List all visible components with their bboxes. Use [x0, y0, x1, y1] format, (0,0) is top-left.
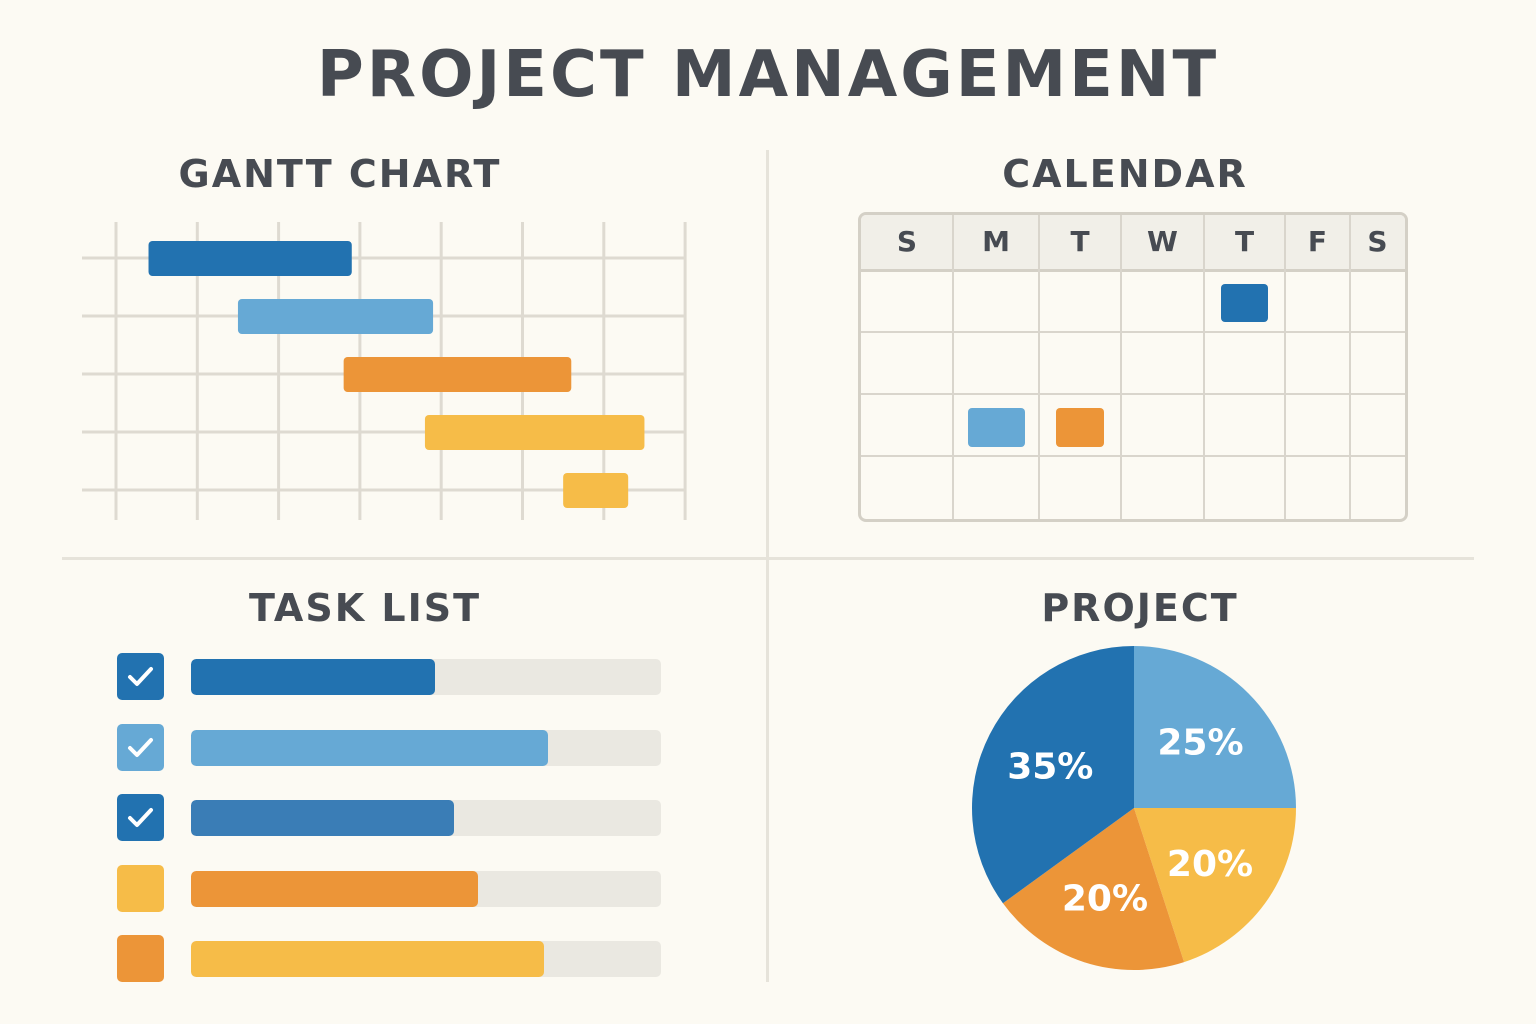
task-progress-bar	[191, 871, 478, 907]
calendar-column-line	[952, 215, 954, 519]
gantt-task-bar[interactable]	[343, 357, 572, 392]
task-progress-bar	[191, 800, 455, 836]
pie-chart-title: PROJECT	[1041, 586, 1239, 630]
gantt-grid	[82, 222, 687, 520]
task-checkbox[interactable]	[117, 653, 164, 700]
calendar-title: CALENDAR	[1002, 152, 1248, 196]
calendar-day-header: F	[1307, 225, 1328, 258]
calendar-row-line	[861, 455, 1405, 457]
task-checkbox[interactable]	[117, 865, 164, 912]
checkmark-icon	[128, 808, 153, 827]
calendar-day-header: S	[1367, 225, 1388, 258]
calendar-day-header: M	[982, 225, 1010, 258]
task-row	[117, 865, 662, 913]
task-row	[117, 724, 662, 772]
gantt-task-bar[interactable]	[563, 473, 629, 508]
calendar-event[interactable]	[1221, 284, 1268, 322]
pie-slice	[1134, 646, 1296, 808]
calendar-day-header: T	[1234, 225, 1255, 258]
pie-slice-label: 20%	[1167, 844, 1253, 885]
page-title: PROJECT MANAGEMENT	[316, 38, 1220, 112]
task-progress-track	[191, 871, 661, 907]
calendar-event[interactable]	[1056, 407, 1104, 447]
vertical-divider	[766, 150, 769, 982]
calendar-row-line	[861, 393, 1405, 395]
task-progress-track	[191, 941, 661, 977]
calendar-column-line	[1120, 215, 1122, 519]
checkmark-icon	[128, 667, 153, 686]
pie-slice	[1002, 808, 1185, 970]
calendar-event[interactable]	[967, 407, 1025, 447]
checkmark-icon	[128, 738, 153, 757]
horizontal-divider	[62, 557, 1474, 560]
gantt-chart-title: GANTT CHART	[178, 152, 502, 196]
task-row	[117, 794, 662, 842]
calendar-row-line	[861, 331, 1405, 333]
task-progress-track	[191, 659, 661, 695]
task-checkbox[interactable]	[117, 724, 164, 771]
task-progress-bar	[191, 659, 436, 695]
task-row	[117, 935, 662, 983]
pie-slice-label: 20%	[1062, 878, 1148, 919]
calendar-column-line	[1349, 215, 1351, 519]
task-progress-track	[191, 800, 661, 836]
task-checkbox[interactable]	[117, 935, 164, 982]
pie-slice	[1134, 808, 1296, 963]
gantt-task-bar[interactable]	[237, 299, 434, 334]
task-progress-bar	[191, 941, 544, 977]
calendar-day-header: S	[896, 225, 918, 258]
task-checkbox[interactable]	[117, 794, 164, 841]
task-row	[117, 653, 662, 701]
calendar-column-line	[1203, 215, 1205, 519]
calendar-column-line	[1038, 215, 1040, 519]
pie-slice	[972, 646, 1134, 904]
pie-slice-label: 35%	[1007, 746, 1093, 787]
task-progress-bar	[191, 730, 549, 766]
task-list-title: TASK LIST	[248, 586, 482, 630]
task-progress-track	[191, 730, 661, 766]
calendar-day-header: T	[1070, 225, 1090, 258]
gantt-task-bar[interactable]	[424, 415, 645, 450]
gantt-task-bar[interactable]	[148, 241, 352, 276]
pie-slice-label: 25%	[1157, 723, 1243, 764]
calendar-day-header: W	[1147, 225, 1178, 258]
calendar-column-line	[1284, 215, 1286, 519]
calendar-grid	[861, 215, 1405, 519]
